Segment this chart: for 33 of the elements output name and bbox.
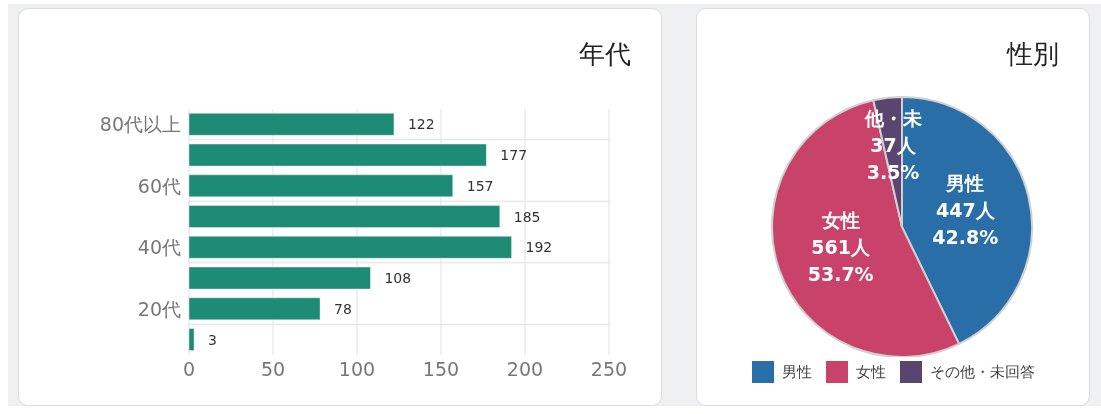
- data-label: 男性 447人 42.8%: [932, 172, 999, 249]
- bar: [189, 112, 395, 136]
- bar: [189, 143, 487, 167]
- bar: [189, 205, 501, 229]
- data-label: 3: [208, 331, 217, 348]
- data-label: 女性 561人 53.7%: [807, 208, 874, 285]
- legend-label: 女性: [854, 361, 886, 383]
- x-tick-label: 100: [338, 358, 376, 381]
- bar: [189, 328, 195, 352]
- data-label: 78: [334, 300, 352, 317]
- data-label: 122: [407, 116, 435, 133]
- x-tick-label: 50: [260, 358, 286, 381]
- bar: [189, 235, 513, 259]
- x-tick-label: 250: [590, 358, 628, 381]
- bar: [189, 174, 454, 198]
- y-tick-label: 60代: [137, 174, 181, 197]
- legend-label: 男性: [780, 361, 812, 383]
- data-label: 192: [525, 239, 553, 256]
- bar: [189, 266, 371, 290]
- y-tick-label: 40代: [137, 236, 181, 259]
- data-label: 157: [466, 177, 494, 194]
- chart-title: 年代: [579, 38, 631, 71]
- y-tick-label: 20代: [137, 297, 181, 320]
- data-label: 185: [513, 208, 541, 225]
- legend-label: その他・未回答: [928, 361, 1035, 383]
- x-tick-label: 150: [422, 358, 460, 381]
- data-label: 177: [500, 147, 528, 164]
- chart-title: 性別: [1007, 38, 1059, 71]
- bar: [189, 297, 321, 321]
- y-tick-label: 80代以上: [99, 113, 181, 136]
- x-tick-label: 0: [182, 358, 196, 381]
- x-tick-label: 200: [506, 358, 544, 381]
- data-label: 108: [384, 270, 412, 287]
